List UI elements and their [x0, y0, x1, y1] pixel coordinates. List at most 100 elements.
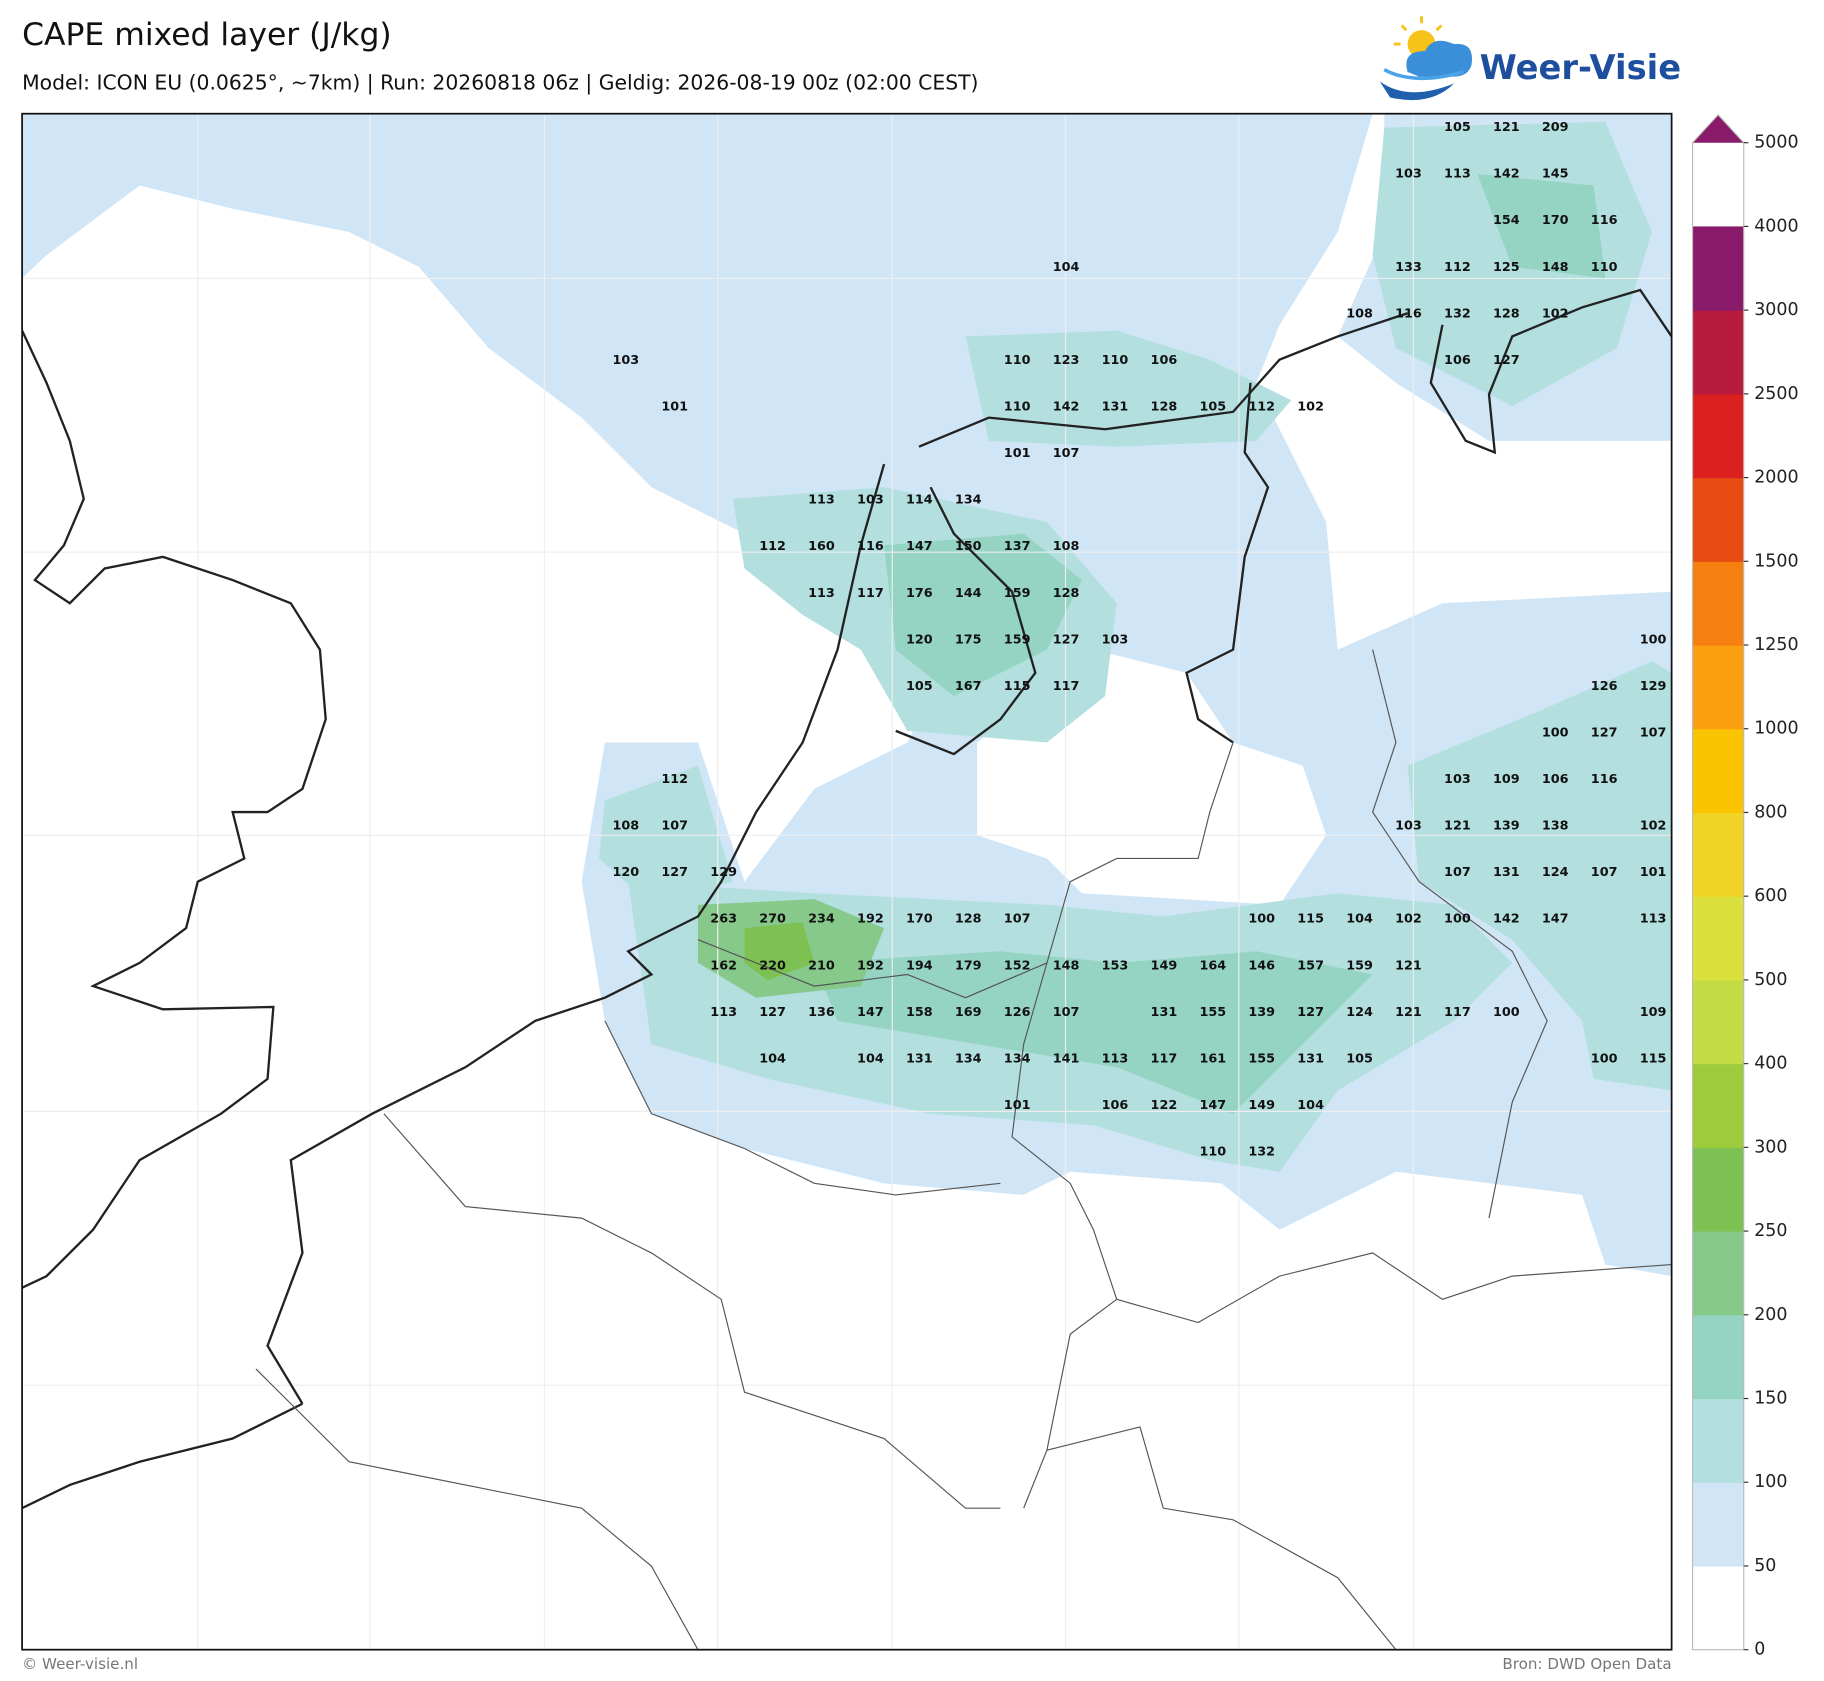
- cape-label: 148: [1053, 958, 1080, 973]
- cape-label: 142: [1053, 400, 1080, 415]
- cape-label: 105: [1199, 400, 1226, 415]
- cape-label: 137: [1004, 539, 1031, 554]
- cape-label: 116: [1395, 306, 1422, 321]
- cape-label: 194: [906, 958, 933, 973]
- cape-label: 234: [808, 912, 835, 927]
- colorbar-tick-label: 3000: [1754, 300, 1798, 320]
- colorbar-tick-label: 250: [1754, 1221, 1787, 1241]
- cape-label: 107: [1591, 865, 1618, 880]
- cape-label: 113: [808, 493, 835, 508]
- cape-label: 120: [906, 632, 933, 647]
- cape-label: 105: [1444, 120, 1471, 135]
- cape-label: 126: [1591, 679, 1618, 694]
- cape-label: 157: [1297, 958, 1324, 973]
- borders: [255, 649, 1672, 1650]
- cape-label: 105: [906, 679, 933, 694]
- cape-label: 121: [1493, 120, 1520, 135]
- cape-label: 108: [1053, 539, 1080, 554]
- cape-label: 102: [1542, 306, 1569, 321]
- cape-label: 179: [955, 958, 982, 973]
- cape-label: 142: [1493, 912, 1520, 927]
- cape-label: 129: [1640, 679, 1667, 694]
- cape-label: 112: [661, 772, 688, 787]
- cape-label: 115: [1640, 1051, 1667, 1066]
- cape-label: 158: [906, 1005, 933, 1020]
- colorbar-tick-label: 1250: [1754, 635, 1798, 655]
- cape-label: 121: [1395, 958, 1422, 973]
- colorbar-tick-label: 2000: [1754, 468, 1798, 488]
- cape-label: 103: [857, 493, 884, 508]
- colorbar-segment: [1692, 1398, 1744, 1483]
- cape-label: 136: [808, 1005, 835, 1020]
- cape-label: 192: [857, 958, 884, 973]
- cape-label: 104: [759, 1051, 786, 1066]
- cape-label: 109: [1640, 1005, 1667, 1020]
- colorbar-segment: [1692, 1231, 1744, 1316]
- cape-label: 117: [857, 586, 884, 601]
- cape-label: 107: [1053, 446, 1080, 461]
- cape-label: 152: [1004, 958, 1031, 973]
- colorbar-segment: [1692, 645, 1744, 730]
- cape-label: 169: [955, 1005, 982, 1020]
- cape-label: 144: [955, 586, 982, 601]
- cape-label: 149: [1151, 958, 1178, 973]
- cape-label: 110: [1004, 400, 1031, 415]
- colorbar-tick-label: 50: [1754, 1556, 1776, 1576]
- cape-label: 100: [1444, 912, 1471, 927]
- colorbar-segment: [1692, 226, 1744, 311]
- footer-left: © Weer-visie.nl: [22, 1655, 138, 1673]
- cape-label: 170: [906, 912, 933, 927]
- cape-label: 147: [857, 1005, 884, 1020]
- map-frame: [21, 112, 1673, 1651]
- cape-label: 127: [661, 865, 688, 880]
- cape-label: 134: [955, 493, 982, 508]
- cape-label: 126: [1004, 1005, 1031, 1020]
- cape-label: 105: [1346, 1051, 1373, 1066]
- cape-label: 127: [1053, 632, 1080, 647]
- cape-label: 192: [857, 912, 884, 927]
- cape-label: 176: [906, 586, 933, 601]
- cape-label: 210: [808, 958, 835, 973]
- cape-label: 101: [1640, 865, 1667, 880]
- cape-label: 103: [1395, 167, 1422, 182]
- cape-label: 100: [1248, 912, 1275, 927]
- cape-label: 104: [1297, 1098, 1324, 1113]
- cape-label: 102: [1297, 400, 1324, 415]
- cape-label: 100: [1493, 1005, 1520, 1020]
- cape-label: 128: [1493, 306, 1520, 321]
- cape-label: 112: [1248, 400, 1275, 415]
- logo-text: Weer-Visie: [1480, 48, 1681, 87]
- cape-label: 116: [1591, 213, 1618, 228]
- cape-label: 147: [1199, 1098, 1226, 1113]
- cape-label: 129: [710, 865, 737, 880]
- colorbar-segment: [1692, 1063, 1744, 1148]
- cape-label: 141: [1053, 1051, 1080, 1066]
- colorbar-tick-label: 4000: [1754, 216, 1798, 236]
- cape-label: 110: [1591, 260, 1618, 275]
- cape-label: 103: [1395, 819, 1422, 834]
- cape-label: 131: [1102, 400, 1129, 415]
- cape-label: 112: [759, 539, 786, 554]
- colorbar-segment: [1692, 477, 1744, 562]
- colorbar-extend: [1692, 114, 1744, 143]
- cape-label: 134: [1004, 1051, 1031, 1066]
- colorbar-tick-label: 1000: [1754, 719, 1798, 739]
- cape-label: 145: [1542, 167, 1569, 182]
- cape-label: 101: [1004, 446, 1031, 461]
- cape-label: 104: [1346, 912, 1373, 927]
- cape-label: 127: [1493, 353, 1520, 368]
- cape-label: 161: [1199, 1051, 1226, 1066]
- colorbar-tick-label: 400: [1754, 1054, 1787, 1074]
- cape-label: 107: [1444, 865, 1471, 880]
- colorbar-segment: [1692, 393, 1744, 479]
- colorbar-tick-label: 1500: [1754, 551, 1798, 571]
- cape-label: 220: [759, 958, 786, 973]
- cape-label: 139: [1493, 819, 1520, 834]
- cape-label: 133: [1395, 260, 1422, 275]
- cape-label: 159: [1346, 958, 1373, 973]
- cape-label: 131: [1297, 1051, 1324, 1066]
- cape-label: 147: [906, 539, 933, 554]
- colorbar-tick-label: 300: [1754, 1137, 1787, 1157]
- cape-label: 124: [1346, 1005, 1373, 1020]
